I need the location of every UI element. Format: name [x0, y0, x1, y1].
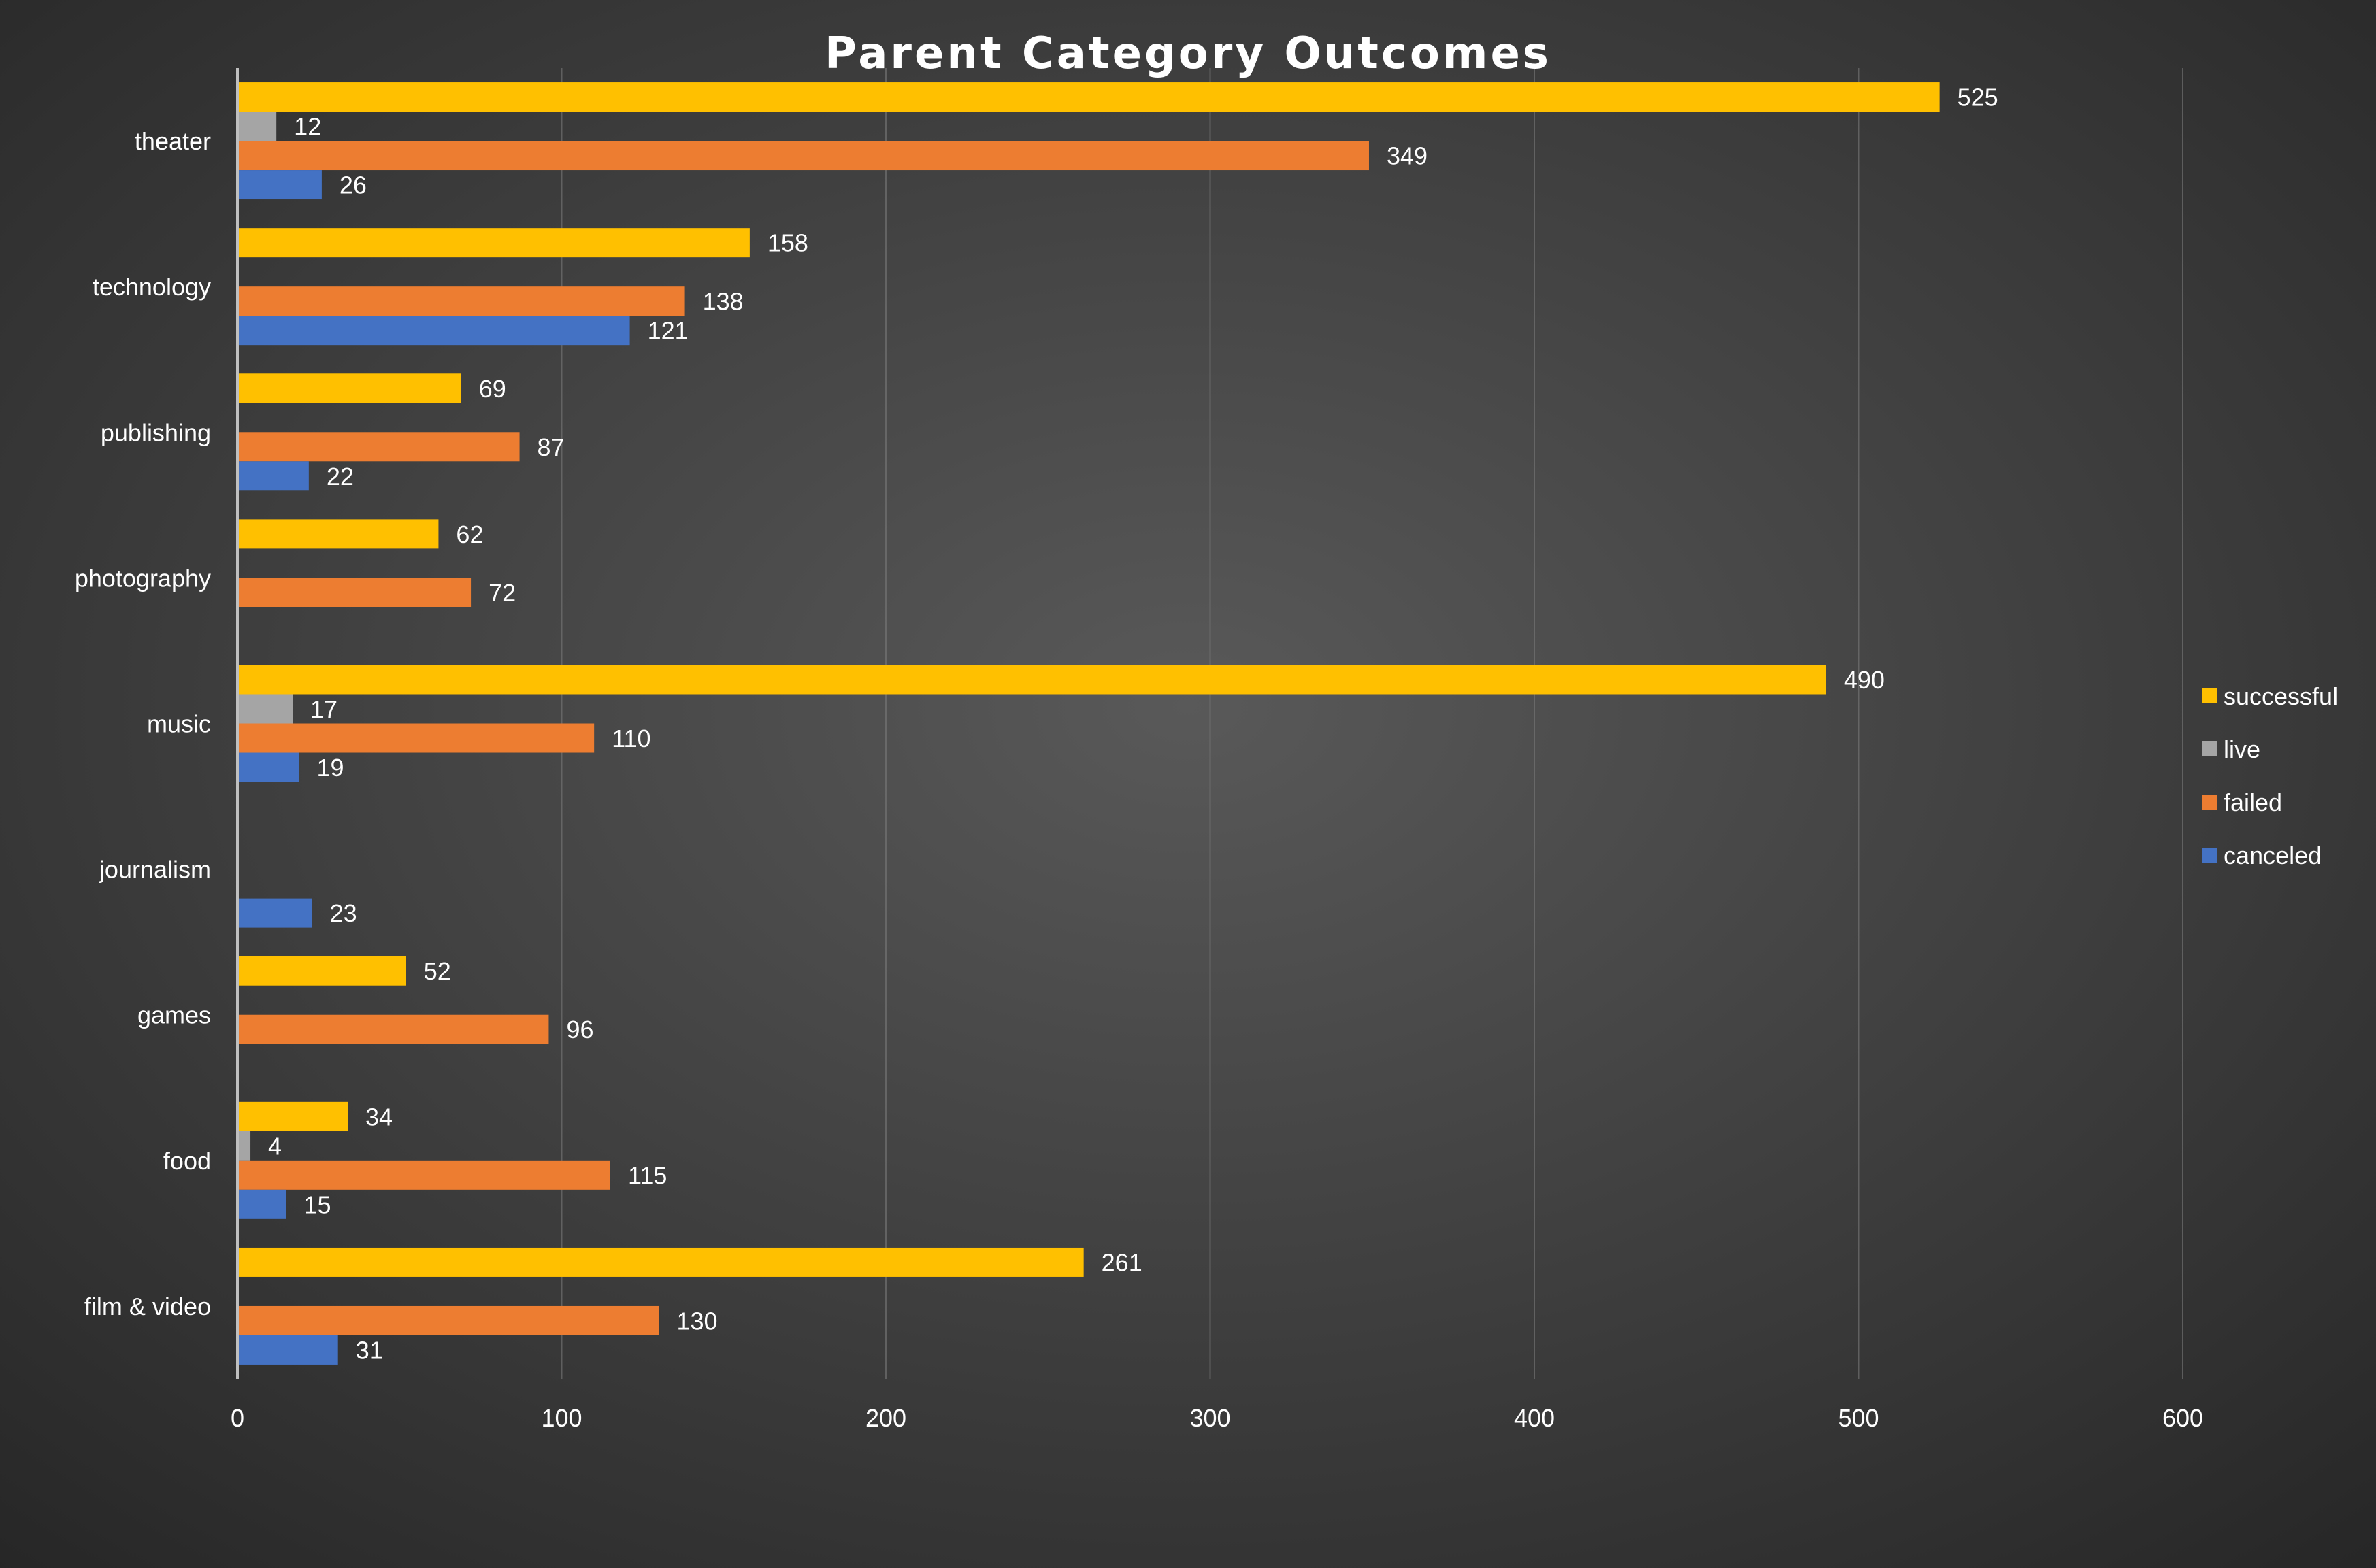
x-tick-label: 400 — [1514, 1404, 1555, 1432]
data-label: 62 — [456, 520, 483, 548]
data-label: 34 — [365, 1103, 393, 1131]
data-label: 26 — [340, 171, 367, 199]
legend-label-failed: failed — [2224, 788, 2282, 816]
data-label: 158 — [768, 229, 808, 257]
data-label: 115 — [628, 1161, 667, 1189]
data-label: 72 — [489, 579, 516, 607]
bars — [237, 82, 1940, 1365]
bar-canceled — [237, 1189, 286, 1219]
bar-failed — [237, 1014, 549, 1044]
legend-swatch-canceled — [2202, 848, 2217, 863]
category-label: music — [147, 710, 211, 738]
data-label: 490 — [1844, 666, 1885, 694]
data-label: 23 — [330, 899, 357, 927]
bar-failed — [237, 286, 685, 316]
x-tick-label: 200 — [865, 1404, 906, 1432]
data-label: 110 — [612, 724, 650, 752]
bar-canceled — [237, 752, 299, 782]
legend-swatch-live — [2202, 741, 2217, 756]
data-label: 17 — [310, 695, 337, 723]
bar-canceled — [237, 316, 630, 346]
data-label: 31 — [356, 1336, 383, 1364]
data-label: 349 — [1387, 142, 1428, 170]
category-label: journalism — [99, 856, 211, 884]
bar-canceled — [237, 170, 322, 200]
bar-failed — [237, 1305, 659, 1335]
data-label: 121 — [648, 317, 689, 345]
data-label: 87 — [538, 433, 565, 461]
data-labels: 525 12 349 26 158 138 121 69 87 22 62 72 490 17 110 19 2… — [268, 84, 1998, 1365]
legend-swatch-failed — [2202, 795, 2217, 810]
category-label: food — [163, 1147, 211, 1175]
bar-canceled — [237, 461, 309, 491]
legend: successful live failed canceled — [2202, 682, 2338, 869]
x-tick-label: 300 — [1189, 1404, 1230, 1432]
bar-successful — [237, 1247, 1084, 1277]
data-label: 525 — [1958, 84, 1998, 112]
axes: 0 100 200 300 400 500 600 theater technology publ… — [75, 68, 2203, 1432]
data-label: 12 — [294, 113, 321, 141]
category-label: theater — [135, 127, 211, 155]
bar-successful — [237, 373, 461, 403]
category-label: photography — [75, 564, 211, 592]
bar-successful — [237, 519, 439, 549]
bar-failed — [237, 1160, 610, 1190]
chart-title: Parent Category Outcomes — [825, 29, 1551, 79]
legend-label-successful: successful — [2224, 682, 2338, 710]
data-label: 15 — [303, 1190, 331, 1218]
x-tick-label: 0 — [231, 1404, 244, 1432]
bar-failed — [237, 578, 472, 607]
bar-successful — [237, 1101, 348, 1131]
bar-live — [237, 694, 293, 724]
data-label: 69 — [479, 375, 506, 403]
data-label: 22 — [327, 463, 354, 490]
bar-successful — [237, 665, 1826, 695]
bar-successful — [237, 956, 406, 986]
legend-swatch-successful — [2202, 688, 2217, 703]
bar-successful — [237, 228, 750, 258]
data-label: 138 — [703, 288, 744, 316]
bar-live — [237, 1131, 251, 1161]
category-label: games — [137, 1001, 211, 1029]
data-label: 4 — [268, 1132, 282, 1160]
bar-failed — [237, 432, 520, 462]
bar-failed — [237, 141, 1369, 171]
data-label: 96 — [566, 1016, 593, 1044]
data-label: 19 — [317, 754, 344, 782]
category-label: film & video — [84, 1292, 211, 1320]
x-tick-label: 100 — [541, 1404, 582, 1432]
legend-label-live: live — [2224, 735, 2260, 763]
bar-canceled — [237, 898, 312, 928]
x-tick-label: 500 — [1838, 1404, 1879, 1432]
x-tick-label: 600 — [2162, 1404, 2203, 1432]
bar-live — [237, 112, 277, 141]
data-label: 130 — [676, 1307, 717, 1335]
category-label: technology — [93, 273, 211, 301]
bar-canceled — [237, 1335, 338, 1365]
legend-label-canceled: canceled — [2224, 841, 2322, 869]
bar-successful — [237, 82, 1940, 112]
bar-failed — [237, 723, 595, 753]
category-label: publishing — [101, 418, 211, 446]
data-label: 261 — [1102, 1248, 1142, 1276]
data-label: 52 — [424, 957, 451, 985]
